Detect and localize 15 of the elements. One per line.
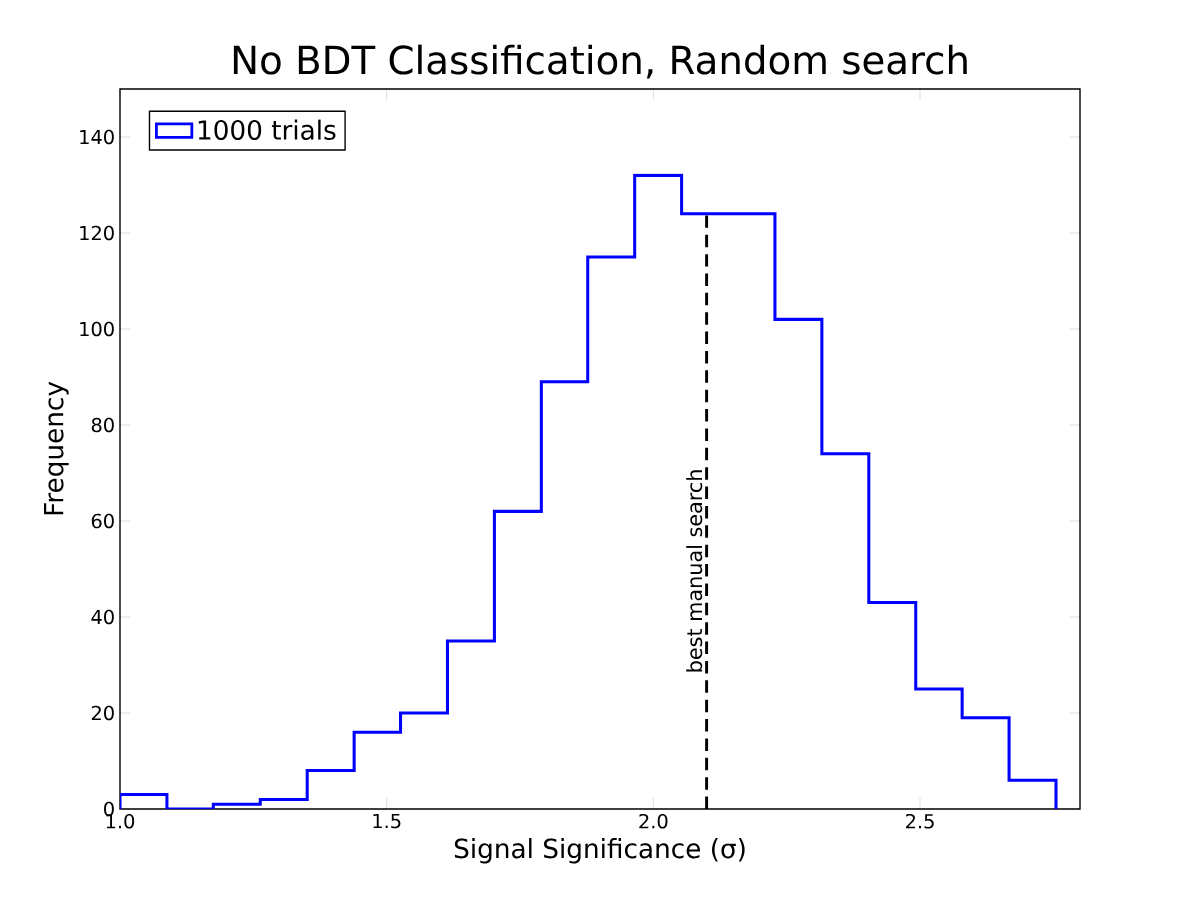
chart-title: No BDT Classification, Random search (233, 44, 967, 79)
legend-label: 1000 trials (198, 119, 336, 140)
y-tick-label: 20 (91, 705, 114, 721)
ref-line-label: best manual search (686, 470, 703, 672)
x-tick-label: 2.0 (639, 813, 668, 829)
y-axis-title: Frequency (44, 381, 69, 515)
y-tick-label: 80 (91, 417, 114, 433)
y-tick-label: 140 (80, 129, 114, 145)
y-tick-label: 120 (80, 225, 114, 241)
y-tick-label: 40 (91, 609, 114, 625)
x-tick-label: 2.5 (906, 813, 934, 829)
y-tick-label: 60 (91, 513, 114, 529)
y-tick-label: 100 (80, 321, 114, 337)
x-axis-title: Signal Significance (σ) (454, 838, 745, 864)
x-tick-label: 1.5 (373, 813, 401, 829)
